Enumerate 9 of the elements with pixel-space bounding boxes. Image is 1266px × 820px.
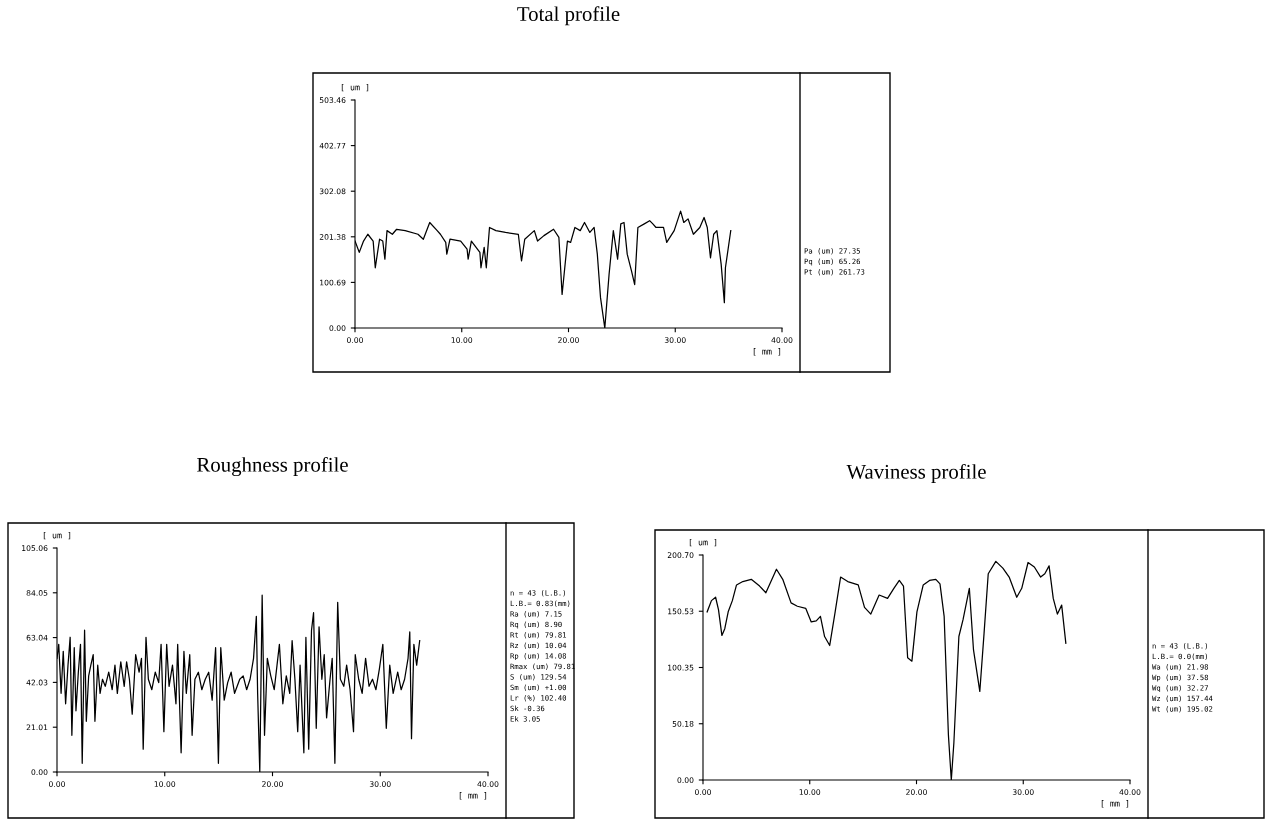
y-axis-title: [ um ] [341, 83, 369, 92]
x-axis-title: [ mm ] [1101, 800, 1129, 808]
y-axis-title: [ um ] [43, 531, 71, 540]
chart-title: Roughness profile [197, 456, 348, 477]
x-axis-title: [ mm ] [753, 348, 781, 356]
x-axis-title: [ mm ] [459, 792, 487, 800]
chart-title: Total profile [517, 6, 620, 26]
y-axis-title: [ um ] [689, 538, 717, 547]
chart-title: Waviness profile [846, 463, 986, 484]
